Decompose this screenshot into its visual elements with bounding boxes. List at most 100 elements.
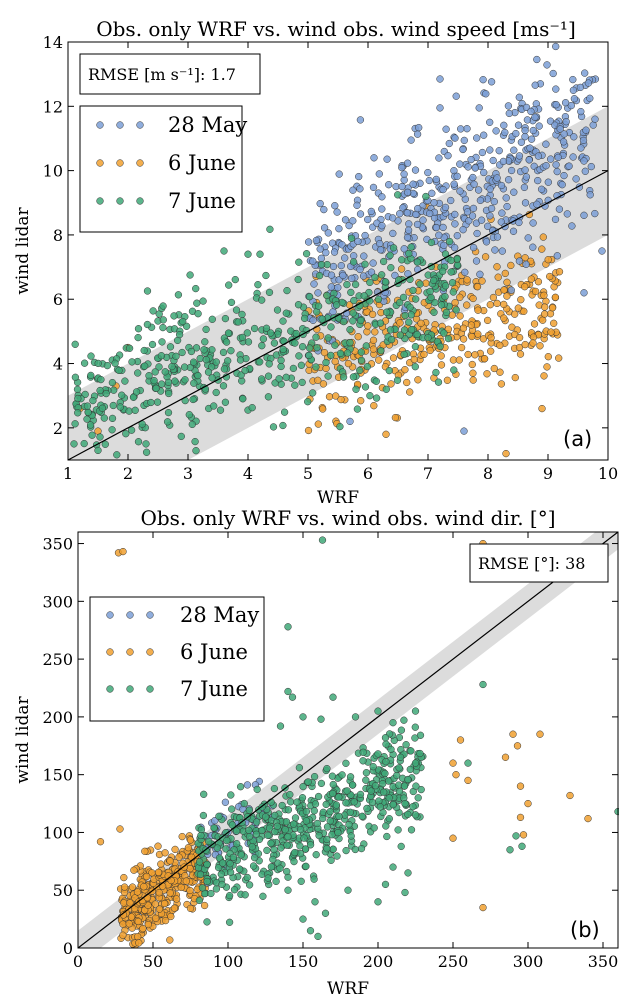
x-tick-label: 5	[303, 464, 313, 483]
data-point	[500, 300, 508, 309]
data-point	[350, 296, 358, 305]
data-point	[166, 857, 174, 865]
data-point	[297, 361, 306, 369]
chart-b-xlabel: WRF	[327, 979, 369, 998]
data-point	[383, 155, 391, 163]
data-point	[529, 126, 537, 135]
data-point	[347, 832, 355, 840]
data-point	[533, 200, 541, 208]
data-point	[568, 222, 576, 230]
data-point	[326, 817, 334, 825]
data-point	[192, 284, 200, 293]
data-point	[486, 212, 494, 220]
data-point	[145, 372, 153, 380]
chart-b-ylabel: wind lidar	[13, 696, 33, 784]
data-point	[414, 376, 422, 384]
data-point	[234, 318, 242, 326]
legend-marker	[116, 121, 124, 129]
data-point	[194, 310, 202, 318]
data-point	[453, 172, 461, 180]
data-point	[222, 338, 231, 346]
data-point	[340, 317, 348, 326]
data-point	[186, 271, 194, 279]
data-point	[240, 799, 248, 808]
data-point	[411, 723, 419, 731]
data-point	[159, 302, 167, 310]
data-point	[468, 332, 476, 341]
data-point	[227, 347, 235, 355]
data-point	[531, 113, 539, 121]
data-point	[430, 308, 438, 316]
data-point	[519, 831, 528, 839]
data-point	[394, 191, 402, 199]
data-point	[323, 291, 331, 300]
data-point	[118, 391, 126, 399]
data-point	[254, 281, 262, 289]
data-point	[323, 835, 331, 844]
data-point	[127, 913, 136, 921]
data-point	[322, 358, 330, 367]
data-point	[263, 846, 271, 855]
data-point	[429, 276, 438, 285]
data-point	[343, 787, 351, 795]
data-point	[389, 719, 397, 727]
data-point	[232, 306, 241, 314]
data-point	[319, 380, 328, 388]
data-point	[360, 292, 368, 300]
x-tick-label: 9	[543, 464, 553, 483]
data-point	[228, 805, 236, 813]
data-point	[529, 219, 537, 227]
data-point	[284, 687, 292, 696]
data-point	[331, 357, 339, 366]
data-point	[151, 368, 159, 376]
data-point	[198, 884, 207, 892]
data-point	[83, 402, 92, 410]
data-point	[71, 373, 80, 381]
data-point	[221, 798, 230, 806]
data-point	[407, 311, 415, 319]
data-point	[241, 891, 249, 899]
data-point	[425, 176, 433, 185]
data-point	[189, 358, 198, 366]
data-point	[335, 793, 343, 801]
data-point	[412, 782, 420, 790]
data-point	[364, 215, 372, 224]
data-point	[284, 623, 292, 631]
data-point	[507, 166, 516, 175]
data-point	[336, 422, 344, 431]
data-point	[500, 121, 508, 129]
data-point	[506, 846, 514, 854]
data-point	[496, 341, 504, 349]
data-point	[269, 855, 277, 864]
data-point	[116, 825, 124, 833]
data-point	[452, 92, 460, 100]
data-point	[148, 340, 157, 349]
data-point	[295, 258, 303, 266]
data-point	[544, 178, 552, 186]
data-point	[134, 438, 143, 446]
data-point	[323, 823, 332, 831]
data-point	[346, 773, 355, 781]
data-point	[411, 166, 420, 174]
data-point	[459, 335, 468, 343]
data-point	[295, 764, 304, 772]
data-point	[432, 175, 440, 184]
data-point	[238, 310, 246, 319]
data-point	[320, 224, 329, 232]
data-point	[586, 191, 594, 199]
data-point	[452, 771, 460, 779]
x-tick-label: 200	[363, 952, 394, 971]
data-point	[490, 197, 498, 206]
chart-b-title: Obs. only WRF vs. wind obs. wind dir. [°…	[140, 506, 555, 530]
data-point	[378, 271, 386, 279]
data-point	[473, 134, 481, 142]
data-point	[480, 131, 488, 139]
data-point	[290, 820, 298, 828]
data-point	[264, 372, 273, 380]
data-point	[312, 851, 320, 859]
data-point	[311, 898, 319, 906]
data-point	[295, 352, 303, 360]
data-point	[362, 776, 370, 784]
data-point	[226, 860, 234, 868]
data-point	[225, 918, 234, 926]
